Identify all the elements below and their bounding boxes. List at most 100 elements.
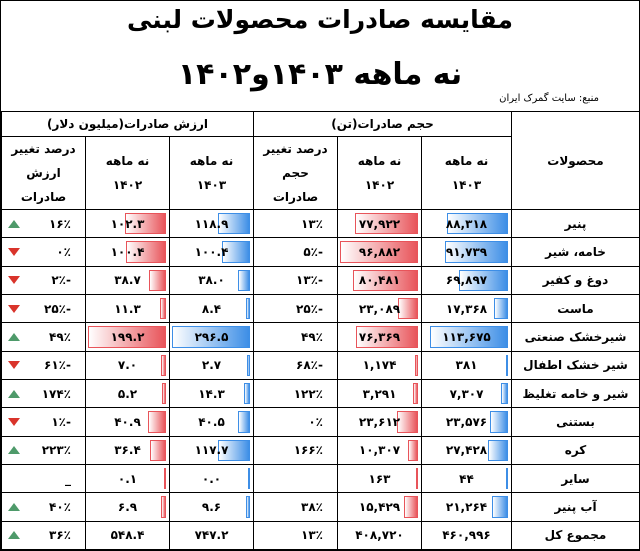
cell-text: _ [65, 471, 71, 486]
data-bar [159, 297, 166, 320]
cell-text: ۲۹۶.۵ [194, 329, 229, 344]
data-bar [248, 467, 250, 490]
data-bar [501, 382, 508, 405]
cell: ۰٪ [1, 237, 86, 267]
data-bar [125, 241, 166, 263]
cell-text: ۳۸٪ [301, 499, 323, 514]
cell: -۲۵٪ [253, 293, 338, 324]
data-bar [413, 382, 418, 405]
cell: ۱۱۷.۷ [169, 435, 254, 465]
cell: -۵٪ [253, 237, 338, 267]
cell: ۱۱.۳ [85, 293, 170, 324]
cell: ۶.۹ [85, 492, 170, 522]
cell: ۴۰.۵ [169, 407, 254, 437]
trend-arrow-shape [8, 502, 20, 511]
cell-text: -۶۸٪ [296, 358, 323, 373]
cell-text: ۱۳٪ [301, 528, 323, 543]
cell: ۱۰۰.۴ [85, 237, 170, 267]
data-row: مجموع کل ۴۶۰,۹۹۶ ۴۰۸,۷۲۰ ۱۳٪ ۷۴۷.۲ ۵۴۸.۴ ۳۶٪ [1, 520, 639, 550]
cell: ماست [511, 293, 639, 324]
cell-text: ۰٪ [308, 414, 323, 429]
cell: ۳۶.۴ [85, 435, 170, 465]
data-bar [415, 354, 418, 376]
cell-text: ۱۶۳ [368, 471, 391, 486]
cell: ۷.۰ [85, 350, 170, 380]
header-cell: محصولات [511, 111, 639, 210]
header-cell: نه ماهه ۱۴۰۲ [85, 136, 170, 210]
cell: ۹۱,۷۳۹ [421, 237, 512, 267]
cell-text: ۱۱۷.۷ [194, 443, 229, 458]
cell: ۳,۲۹۱ [337, 378, 422, 409]
cell-text: پنیر [564, 216, 587, 231]
cell-text: ۱۰۰.۴ [110, 244, 145, 259]
data-row: آب پنیر ۲۱,۲۶۴ ۱۵,۴۲۹ ۳۸٪ ۹.۶ ۶.۹ ۴۰٪ [1, 492, 639, 522]
cell-text: ۴۹٪ [49, 329, 71, 344]
cell: -۲٪ [1, 265, 86, 295]
data-bar [403, 496, 418, 518]
cell: ۱۱۳,۶۷۵ [421, 322, 512, 352]
cell-text: -۲۵٪ [44, 301, 71, 316]
data-bar [491, 496, 508, 518]
cell-text: ۱۵,۴۲۹ [358, 499, 401, 514]
header-row: نه ماهه ۱۴۰۳ نه ماهه ۱۴۰۲ درصد تغییر حجم ص… [1, 136, 640, 210]
cell: ۱۹۹.۲ [85, 322, 170, 352]
cell-text: مجموع کل [544, 528, 607, 543]
data-bar [415, 467, 418, 490]
cell: دوغ و کفیر [511, 265, 639, 295]
cell-text: ۳,۲۹۱ [362, 386, 397, 401]
cell: ۳۸۱ [421, 350, 512, 380]
cell: ۸۸,۳۱۸ [421, 208, 512, 239]
cell-text: ۲۷,۴۲۸ [445, 443, 488, 458]
trend-arrow-shape [8, 304, 20, 313]
cell-text: شیرخشک صنعتی [524, 329, 627, 344]
cell: ۷۴۷.۲ [169, 520, 254, 550]
trend-arrow [8, 361, 20, 370]
trend-arrow [8, 332, 20, 341]
cell-text: شیر خشک اطفال [523, 358, 628, 373]
data-bar [161, 496, 166, 518]
cell-text: ۴۰۸,۷۲۰ [355, 528, 404, 543]
cell: ۲۲۳٪ [1, 435, 86, 465]
cell: بستنی [511, 407, 639, 437]
cell-text: ۱۰,۳۰۷ [358, 443, 401, 458]
data-bar [149, 269, 166, 291]
cell-text: ۳۸۱ [455, 358, 478, 373]
cell: ۴۴ [421, 463, 512, 494]
trend-arrow [8, 446, 20, 455]
cell: ۵.۲ [85, 378, 170, 409]
data-row: خامه، شیر ۹۱,۷۳۹ ۹۶,۸۸۲ -۵٪ ۱۰۰.۴ ۱۰۰.۴ ۰٪ [1, 237, 639, 267]
trend-arrow-shape [8, 417, 20, 426]
cell-text: ۵۴۸.۴ [110, 528, 145, 543]
cell-text: بستنی [556, 414, 595, 429]
trend-arrow [8, 304, 20, 313]
data-bar [217, 213, 250, 235]
cell-text: ۱۶٪ [49, 216, 71, 231]
data-bar [124, 213, 166, 235]
cell: شیر و خامه تغلیظ [511, 378, 639, 409]
data-row: بستنی ۲۳,۵۷۶ ۲۳,۶۱۲ ۰٪ ۴۰.۵ ۴۰.۹ -۱٪ [1, 407, 639, 437]
cell-text: ۴۶۰,۹۹۶ [442, 528, 491, 543]
cell: ۵۴۸.۴ [85, 520, 170, 550]
cell: ۳۸٪ [253, 492, 338, 522]
cell: ۳۸.۷ [85, 265, 170, 295]
cell-text: ۱۷,۳۶۸ [445, 301, 488, 316]
cell-text: ۴۹٪ [301, 329, 323, 344]
data-bar [162, 382, 166, 405]
header-cell: نه ماهه ۱۴۰۳ [169, 136, 254, 210]
cell-text: ۱۲۲٪ [293, 386, 323, 401]
data-row: شیر خشک اطفال ۳۸۱ ۱,۱۷۴ -۶۸٪ ۲.۷ ۷.۰ -۶۱٪ [1, 350, 639, 380]
cell-text: ۳۸.۷ [114, 273, 141, 288]
cell: مجموع کل [511, 520, 639, 550]
cell-text: ۱۳٪ [301, 216, 323, 231]
cell: ۰٪ [253, 407, 338, 437]
data-bar [356, 326, 418, 348]
cell-text: ۲.۷ [201, 358, 222, 373]
cell-text: ۱۷۴٪ [41, 386, 71, 401]
cell: -۱۳٪ [253, 265, 338, 295]
cell: ۸.۴ [169, 293, 254, 324]
cell: ۴۰۸,۷۲۰ [337, 520, 422, 550]
cell: ۰.۰ [169, 463, 254, 494]
data-bar [217, 439, 250, 461]
cell-text: آب پنیر [554, 499, 597, 514]
cell-text: ۰.۱ [117, 471, 138, 486]
